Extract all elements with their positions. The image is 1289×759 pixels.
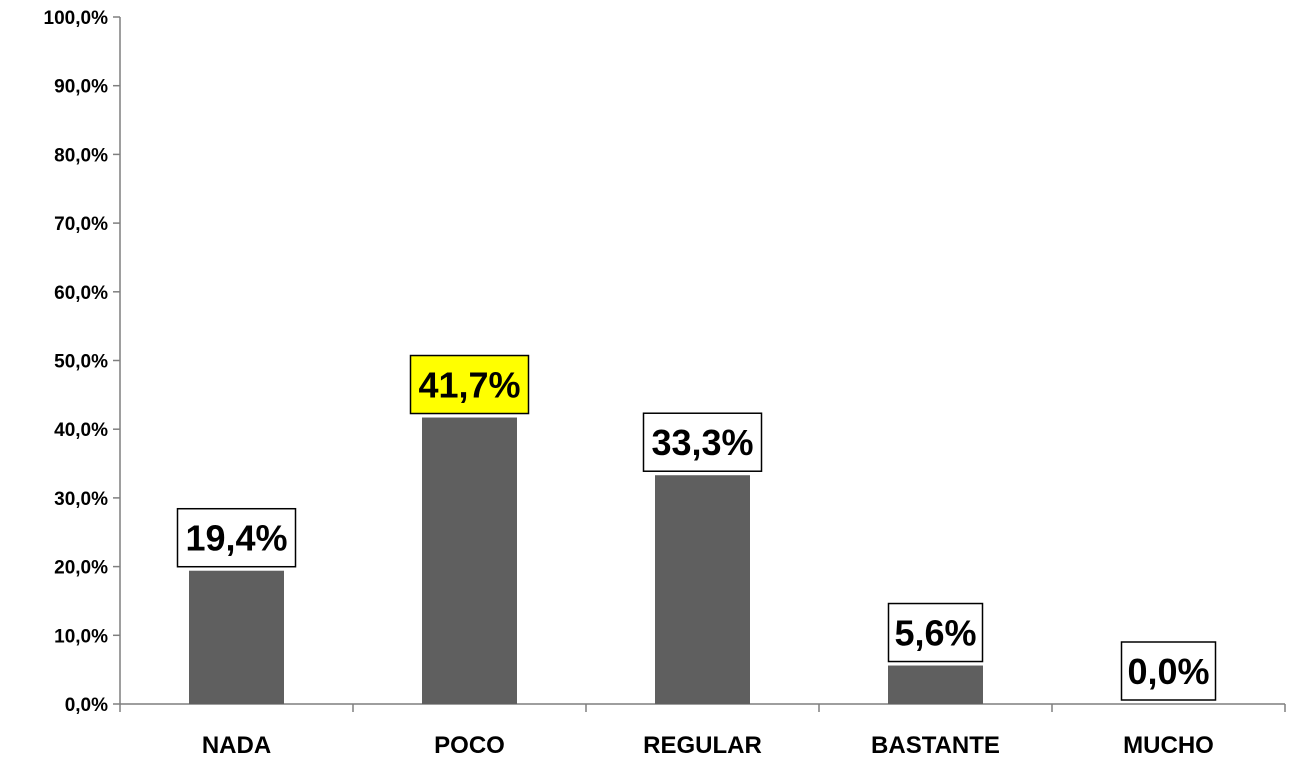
data-label-bastante: 5,6% <box>887 602 984 663</box>
y-tick-label: 90,0% <box>54 77 108 98</box>
y-tick-label: 100,0% <box>44 8 109 29</box>
data-label-text: 19,4% <box>185 518 287 559</box>
data-label-text: 5,6% <box>894 613 976 654</box>
y-tick-label: 40,0% <box>54 420 108 441</box>
y-tick-label: 20,0% <box>54 558 108 579</box>
data-label-box <box>642 412 763 472</box>
bar-nada <box>189 570 284 704</box>
bar-poco <box>422 417 517 704</box>
y-tick-label: 50,0% <box>54 352 108 373</box>
x-axis: NADA POCO REGULAR BASTANTE MUCHO <box>119 703 1286 759</box>
data-label-mucho: 0,0% <box>1120 641 1217 701</box>
data-label-regular: 33,3% <box>642 412 763 472</box>
data-label-text: 33,3% <box>651 422 753 463</box>
y-tick-label: 80,0% <box>54 145 108 166</box>
y-axis: 0,0% 10,0% 20,0% 30,0% 40,0% 50,0% 60,0% 70,0% 8… <box>44 8 121 716</box>
data-label-box <box>176 507 297 568</box>
bar-bastante <box>888 665 983 704</box>
y-tick-label: 0,0% <box>65 695 108 716</box>
data-label-text: 0,0% <box>1127 651 1209 692</box>
x-tick-label: MUCHO <box>1123 732 1214 759</box>
y-tick-label: 10,0% <box>54 626 108 647</box>
y-tick-label: 60,0% <box>54 283 108 304</box>
x-tick-label: POCO <box>434 732 505 759</box>
data-label-nada: 19,4% <box>176 507 297 568</box>
data-label-box <box>1120 641 1217 701</box>
x-tick-label: NADA <box>202 732 271 759</box>
data-labels: 19,4% 41,7% 33,3% 5,6% 0,0% <box>176 354 1217 701</box>
bars <box>189 417 983 704</box>
bar-regular <box>655 475 750 704</box>
data-label-box <box>409 354 530 415</box>
y-tick-label: 70,0% <box>54 214 108 235</box>
data-label-poco: 41,7% <box>409 354 530 415</box>
data-label-text: 41,7% <box>418 365 520 406</box>
data-label-box <box>887 602 984 663</box>
y-tick-label: 30,0% <box>54 489 108 510</box>
x-tick-label: BASTANTE <box>871 732 1000 759</box>
x-tick-label: REGULAR <box>643 732 762 759</box>
